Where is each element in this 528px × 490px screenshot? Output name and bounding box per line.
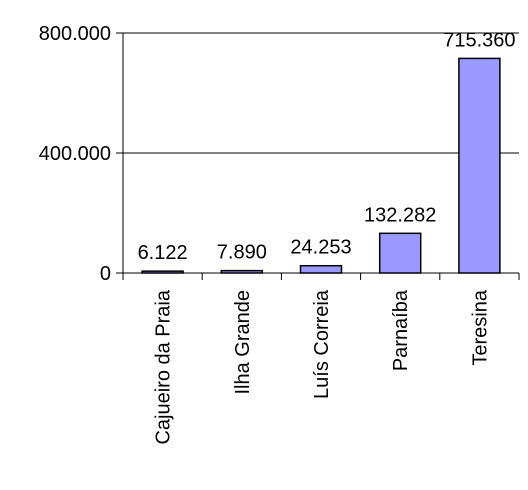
axes bbox=[116, 32, 520, 280]
data-label-1: 7.890 bbox=[217, 242, 267, 264]
y-tick-labels: 0 400.000 800.000 bbox=[39, 23, 111, 285]
data-label-4: 715.360 bbox=[443, 29, 515, 51]
data-label-0: 6.122 bbox=[138, 242, 188, 264]
category-label-1: Ilha Grande bbox=[232, 290, 254, 395]
category-label-0: Cajueiro da Praia bbox=[153, 289, 175, 444]
data-label-3: 132.282 bbox=[364, 204, 436, 226]
category-label-2: Luís Correia bbox=[311, 289, 333, 399]
y-tick-label-1: 400.000 bbox=[39, 143, 111, 165]
bar-2 bbox=[299, 264, 343, 274]
category-label-3: Parnaíba bbox=[390, 289, 412, 371]
data-label-2: 24.253 bbox=[290, 237, 351, 259]
category-labels: Cajueiro da Praia Ilha Grande Luís Correia… bbox=[153, 289, 492, 444]
bar-3 bbox=[378, 232, 422, 274]
category-label-4: Teresina bbox=[469, 289, 491, 365]
y-tick-label-0: 0 bbox=[100, 263, 111, 285]
data-labels: 6.122 7.890 24.253 132.282 715.360 bbox=[138, 29, 516, 264]
bar-4 bbox=[458, 57, 501, 274]
gridlines bbox=[123, 32, 519, 154]
y-tick-label-2: 800.000 bbox=[39, 23, 111, 45]
